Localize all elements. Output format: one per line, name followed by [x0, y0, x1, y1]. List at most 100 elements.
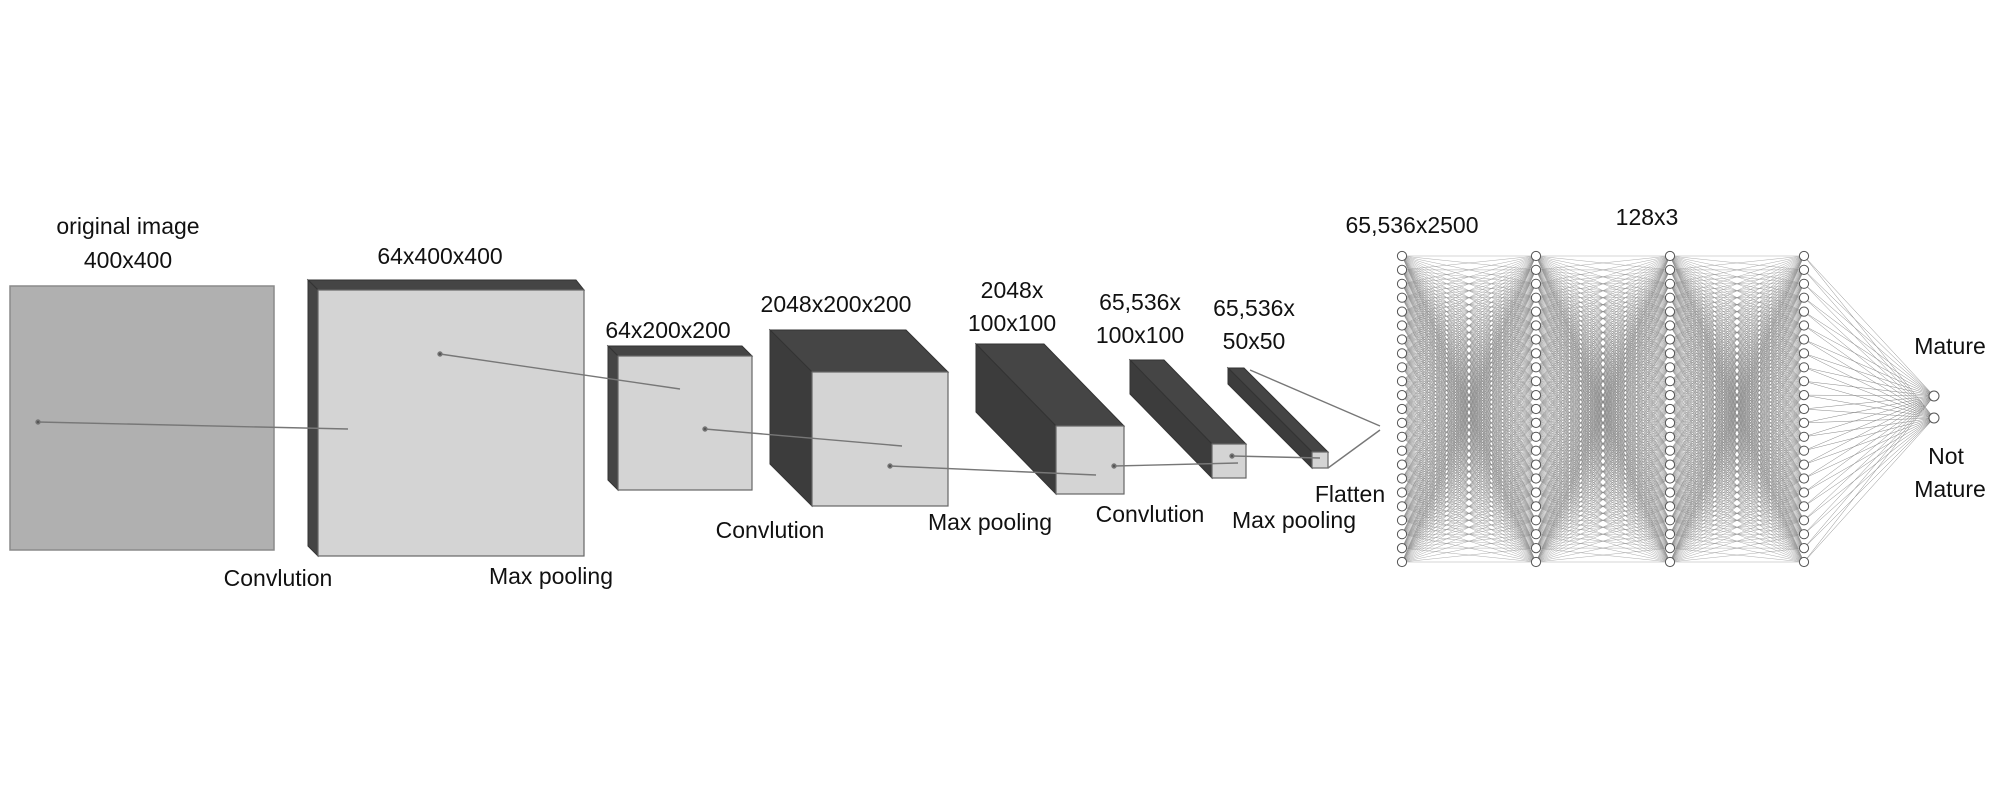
neuron [1396, 445, 1408, 456]
neuron [1396, 292, 1408, 303]
conv2-block-front [811, 371, 949, 507]
neuron [1396, 515, 1408, 526]
neuron [1530, 320, 1542, 331]
neuron [1664, 306, 1676, 317]
neuron [1664, 264, 1676, 275]
neuron [1798, 250, 1810, 262]
neuron [1396, 501, 1408, 512]
neuron [1664, 529, 1676, 540]
neuron [1530, 501, 1542, 512]
neuron [1396, 264, 1408, 275]
neuron [1530, 376, 1542, 387]
connector-dot-pool1 [702, 426, 708, 432]
pool1-op-label: Max pooling [489, 563, 613, 589]
neuron [1530, 250, 1542, 262]
neuron [1664, 543, 1676, 554]
neuron [1798, 431, 1810, 442]
neuron [1396, 348, 1408, 359]
conv3-block [1128, 358, 1248, 480]
pool2-op-label: Max pooling [928, 509, 1052, 535]
neuron [1664, 250, 1676, 262]
pool3-op-label: Max pooling [1232, 507, 1356, 533]
neuron [1798, 320, 1810, 331]
neuron [1396, 376, 1408, 387]
connector-dot-conv2 [887, 463, 893, 469]
neuron [1530, 334, 1542, 345]
pool1-size-label: 64x200x200 [605, 317, 730, 343]
neuron [1530, 348, 1542, 359]
neuron [1798, 348, 1810, 359]
dense-edge-mesh [1401, 255, 1805, 563]
neuron [1396, 417, 1408, 428]
pool1-block-side [607, 344, 619, 492]
connector-flatten-top [1249, 369, 1381, 427]
connector-conv2-pool2 [889, 465, 1097, 476]
output-not-mature-label-line1: Not [1928, 443, 1964, 469]
neuron [1798, 264, 1810, 275]
connector-conv3-pool3 [1231, 455, 1321, 459]
neuron [1396, 334, 1408, 345]
neuron [1530, 515, 1542, 526]
neuron [1798, 529, 1810, 540]
neuron [1798, 417, 1810, 428]
input-title-label: original image [56, 213, 199, 239]
neuron [1396, 362, 1408, 373]
conv1-block-top [306, 279, 586, 291]
neuron [1530, 445, 1542, 456]
neuron [1530, 362, 1542, 373]
neuron [1396, 556, 1408, 568]
conv2-size-label: 2048x200x200 [761, 291, 912, 317]
neuron [1798, 515, 1810, 526]
neuron [1798, 473, 1810, 484]
neuron [1798, 501, 1810, 512]
neuron [1530, 417, 1542, 428]
neuron [1530, 292, 1542, 303]
labels: original image 400x400 64x400x400 Convlu… [56, 204, 1985, 591]
neuron [1664, 320, 1676, 331]
pool3-block-front [1311, 451, 1329, 469]
input-size-label: 400x400 [84, 247, 172, 273]
neuron [1396, 278, 1408, 289]
connector-pool1-conv2 [704, 428, 903, 447]
neuron [1664, 376, 1676, 387]
flatten-op-label: Flatten [1315, 481, 1385, 507]
connector-dot-conv1 [437, 351, 443, 357]
conv2-op-label: Convlution [716, 517, 825, 543]
output-edge-mesh [1803, 255, 1935, 563]
neuron [1396, 250, 1408, 262]
neuron [1798, 306, 1810, 317]
neuron [1664, 348, 1676, 359]
pool2-block-front [1055, 425, 1125, 495]
neuron [1530, 556, 1542, 568]
conv1-block-front [317, 289, 585, 557]
connector-conv1-pool1 [439, 353, 681, 390]
neuron [1798, 556, 1810, 568]
conv1-block-side [307, 278, 319, 558]
neuron [1396, 543, 1408, 554]
output-connections [1803, 255, 1935, 563]
input-image [9, 285, 275, 551]
neuron [1798, 292, 1810, 303]
neuron [1396, 473, 1408, 484]
connector-dot-pool2 [1111, 463, 1117, 469]
neuron [1396, 459, 1408, 470]
connector-flatten-bottom [1327, 429, 1381, 469]
conv2-block [768, 328, 950, 508]
output-neuron-mature [1928, 390, 1940, 402]
neuron [1396, 306, 1408, 317]
neuron [1530, 264, 1542, 275]
neuron [1798, 459, 1810, 470]
neuron [1798, 376, 1810, 387]
neuron [1798, 445, 1810, 456]
conv3-block-front [1211, 443, 1247, 479]
neuron [1664, 459, 1676, 470]
pool3-size-label-line2: 50x50 [1223, 328, 1286, 354]
pool3-size-label-line1: 65,536x [1213, 295, 1295, 321]
connector-dot-input [35, 419, 41, 425]
neuron [1530, 403, 1542, 415]
conv3-op-label: Convlution [1096, 501, 1205, 527]
neuron [1396, 390, 1408, 401]
neuron [1396, 403, 1408, 415]
neuron [1530, 431, 1542, 442]
